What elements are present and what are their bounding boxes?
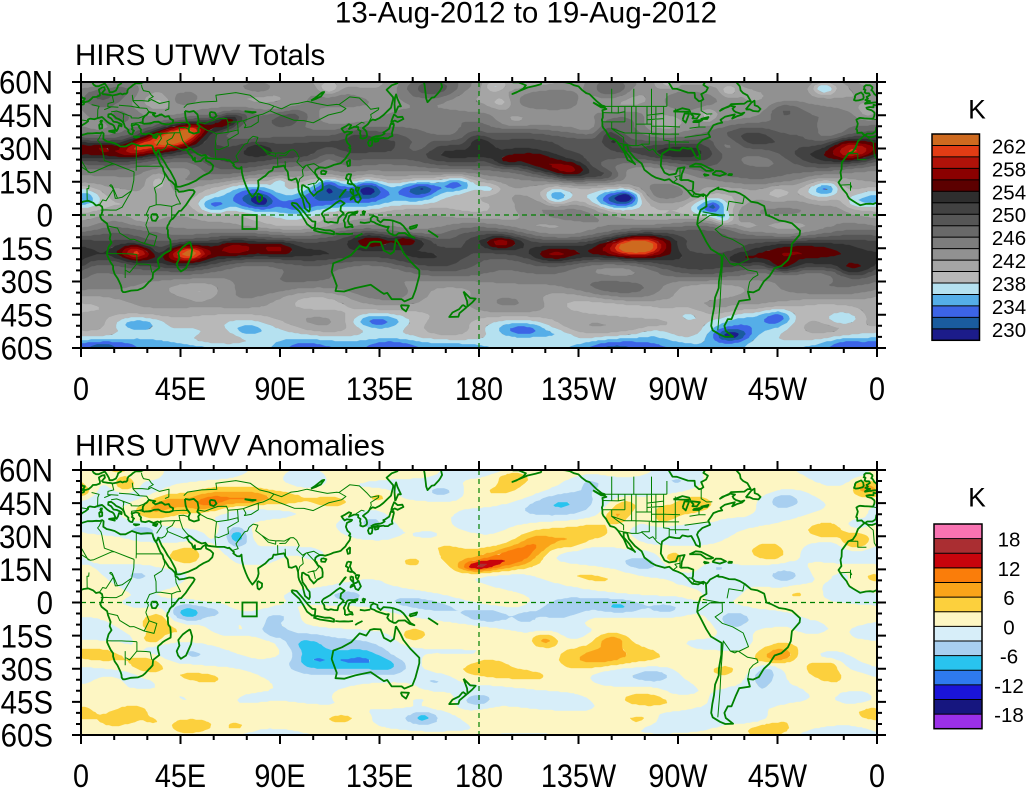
svg-text:0: 0 (869, 372, 885, 408)
svg-text:0: 0 (1003, 616, 1014, 639)
svg-text:HIRS UTWV Anomalies: HIRS UTWV Anomalies (75, 430, 385, 463)
svg-text:45E: 45E (155, 372, 206, 408)
svg-text:-18: -18 (994, 704, 1024, 727)
svg-text:45E: 45E (155, 759, 206, 788)
svg-text:234: 234 (992, 296, 1026, 319)
svg-text:13-Aug-2012 to 19-Aug-2012: 13-Aug-2012 to 19-Aug-2012 (335, 0, 717, 30)
svg-text:12: 12 (998, 558, 1021, 581)
svg-text:135E: 135E (346, 759, 413, 788)
svg-text:30N: 30N (0, 519, 53, 555)
svg-text:-12: -12 (994, 675, 1024, 698)
svg-text:15S: 15S (1, 618, 53, 654)
svg-text:K: K (968, 94, 986, 124)
svg-text:15S: 15S (1, 231, 53, 267)
svg-text:180: 180 (455, 372, 503, 408)
svg-text:K: K (968, 482, 986, 512)
svg-text:15N: 15N (0, 164, 53, 200)
svg-text:45N: 45N (0, 486, 53, 522)
svg-text:60N: 60N (0, 453, 53, 489)
svg-text:18: 18 (998, 529, 1021, 552)
svg-text:15N: 15N (0, 552, 53, 588)
svg-text:0: 0 (73, 759, 89, 788)
svg-text:45S: 45S (1, 297, 53, 333)
svg-text:60N: 60N (0, 65, 53, 101)
svg-text:30N: 30N (0, 131, 53, 167)
svg-text:250: 250 (992, 204, 1026, 227)
svg-text:-6: -6 (1000, 646, 1018, 669)
svg-text:254: 254 (992, 181, 1026, 204)
svg-text:90W: 90W (648, 759, 707, 788)
svg-text:45W: 45W (748, 759, 807, 788)
svg-text:60S: 60S (1, 331, 53, 367)
svg-text:60S: 60S (1, 718, 53, 754)
svg-text:0: 0 (869, 759, 885, 788)
svg-text:30S: 30S (1, 651, 53, 687)
svg-text:135W: 135W (541, 372, 616, 408)
svg-text:230: 230 (992, 319, 1026, 342)
svg-text:0: 0 (73, 372, 89, 408)
svg-text:135W: 135W (541, 759, 616, 788)
svg-text:90W: 90W (648, 372, 707, 408)
svg-text:6: 6 (1003, 587, 1014, 610)
svg-text:135E: 135E (346, 372, 413, 408)
svg-text:45W: 45W (748, 372, 807, 408)
svg-text:238: 238 (992, 273, 1026, 296)
svg-text:246: 246 (992, 227, 1026, 250)
svg-text:242: 242 (992, 250, 1026, 273)
svg-text:45S: 45S (1, 684, 53, 720)
svg-text:0: 0 (37, 198, 53, 234)
svg-text:90E: 90E (254, 759, 305, 788)
svg-text:0: 0 (37, 585, 53, 621)
svg-text:45N: 45N (0, 98, 53, 134)
svg-text:258: 258 (992, 158, 1026, 181)
svg-text:30S: 30S (1, 264, 53, 300)
svg-text:90E: 90E (254, 372, 305, 408)
svg-text:HIRS UTWV Totals: HIRS UTWV Totals (75, 39, 325, 72)
svg-text:180: 180 (455, 759, 503, 788)
svg-text:262: 262 (992, 136, 1026, 159)
